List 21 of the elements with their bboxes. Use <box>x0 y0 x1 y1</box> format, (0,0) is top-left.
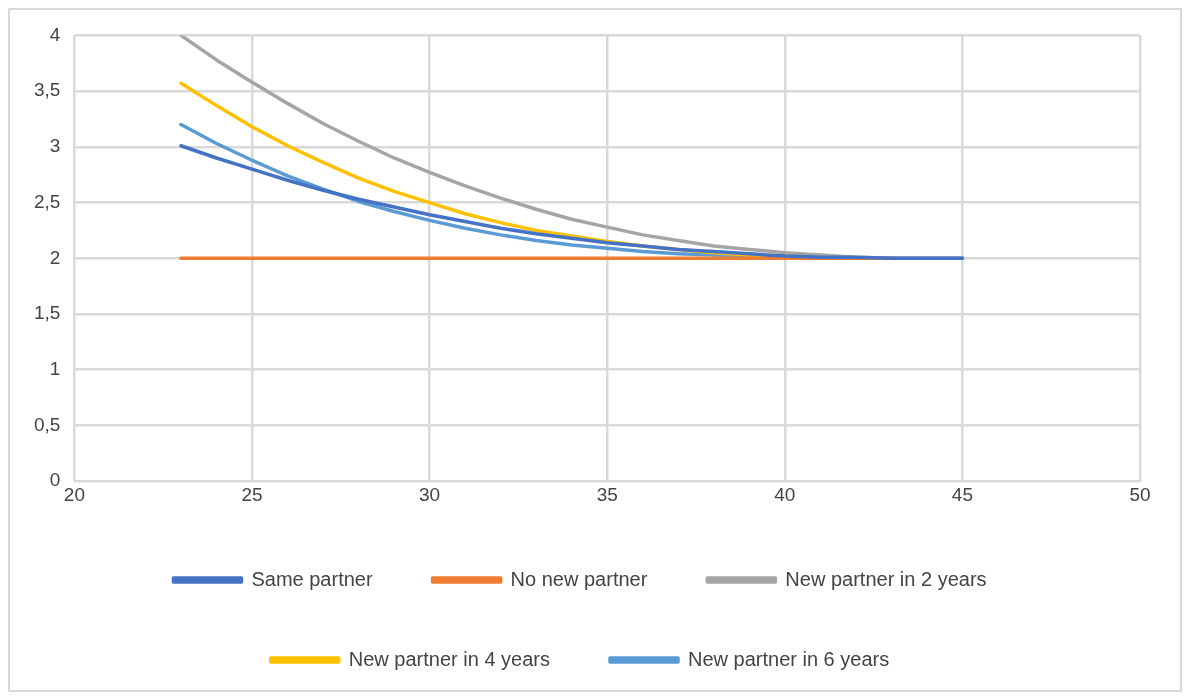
legend-label: No new partner <box>510 567 648 590</box>
x-tick-label: 40 <box>774 483 796 505</box>
x-tick-label: 25 <box>241 483 263 505</box>
y-tick-label: 0 <box>49 469 61 491</box>
y-tick-label: 3 <box>49 135 61 157</box>
y-tick-label: 2 <box>49 246 61 268</box>
x-tick-label: 30 <box>419 483 441 505</box>
y-tick-label: 2,5 <box>33 190 61 212</box>
x-tick-label: 35 <box>596 483 618 505</box>
legend-label: Same partner <box>251 567 373 590</box>
y-tick-label: 4 <box>49 23 61 45</box>
x-tick-label: 45 <box>951 483 973 505</box>
x-tick-label: 20 <box>63 483 85 505</box>
legend-label: New partner in 2 years <box>785 567 987 590</box>
x-tick-label: 50 <box>1129 483 1151 505</box>
y-tick-label: 0,5 <box>33 413 61 435</box>
y-tick-label: 3,5 <box>33 79 61 101</box>
legend-label: New partner in 4 years <box>348 647 550 670</box>
y-tick-label: 1,5 <box>33 302 61 324</box>
legend-label: New partner in 6 years <box>688 647 890 670</box>
y-tick-label: 1 <box>49 357 61 379</box>
